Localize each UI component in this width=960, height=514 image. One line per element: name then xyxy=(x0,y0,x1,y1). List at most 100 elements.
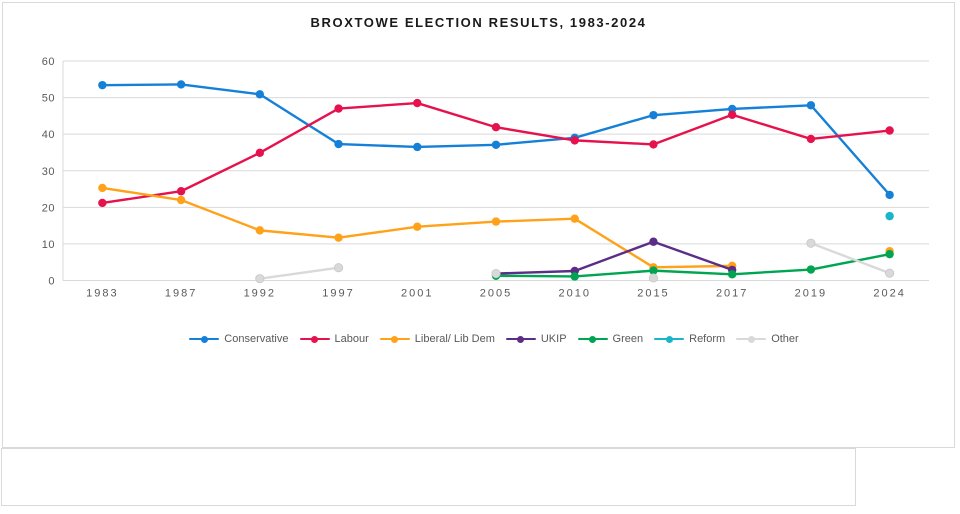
x-axis-label-2017: 2017 xyxy=(716,288,748,300)
series-line-liberal-lib-dem xyxy=(337,225,419,239)
worksheet-cell-block[interactable] xyxy=(1,448,856,506)
legend-item-reform[interactable]: Reform xyxy=(654,333,725,345)
x-axis-label-2019: 2019 xyxy=(795,288,827,300)
series-line-conservative xyxy=(730,104,813,111)
data-point-conservative-2024 xyxy=(885,190,894,200)
data-point-green-2010 xyxy=(570,272,579,281)
legend-item-ukip[interactable]: UKIP xyxy=(505,333,567,345)
data-point-liberal-lib-dem-1983 xyxy=(98,183,107,193)
legend-item-label: Reform xyxy=(689,333,726,345)
plot-area: 0 10 20 30 40 50 60 1983 1987 1992 1997 2001 2005 201… xyxy=(42,56,929,300)
series-line-labour xyxy=(573,139,655,146)
series-line-green xyxy=(652,269,734,276)
series-line-ukip xyxy=(652,240,734,272)
legend-line-dot-icon xyxy=(379,335,410,343)
data-point-conservative-2015 xyxy=(649,110,658,120)
series-line-other xyxy=(809,241,891,275)
x-axis-label-2005: 2005 xyxy=(480,288,512,300)
series-line-liberal-lib-dem xyxy=(573,217,655,269)
y-axis-label: 20 xyxy=(42,202,55,214)
y-axis-label: 60 xyxy=(42,56,55,68)
legend-item-labour[interactable]: Labour xyxy=(299,333,369,345)
data-point-conservative-2005 xyxy=(491,140,501,149)
data-point-labour-1992 xyxy=(255,148,265,158)
data-point-labour-2005 xyxy=(491,123,501,132)
series-line-green xyxy=(573,269,655,278)
series-line-conservative xyxy=(573,113,655,140)
legend-item-liberal-lib-dem[interactable]: Liberal/ Lib Dem xyxy=(379,333,495,345)
series-line-labour xyxy=(494,126,576,142)
data-point-labour-2017 xyxy=(727,110,737,119)
legend-item-green[interactable]: Green xyxy=(577,333,644,345)
data-point-other-1997 xyxy=(333,263,344,273)
data-point-conservative-1987 xyxy=(176,80,186,89)
x-axis-label-1997: 1997 xyxy=(322,288,354,300)
series-line-labour xyxy=(258,107,340,155)
series-line-conservative xyxy=(652,107,734,117)
data-point-liberal-lib-dem-2010 xyxy=(570,214,579,223)
data-point-labour-1997 xyxy=(334,104,343,113)
x-axis-label-2010: 2010 xyxy=(558,288,590,300)
legend-line-dot-icon xyxy=(736,335,767,343)
series-line-ukip xyxy=(494,269,576,275)
series-line-labour xyxy=(337,101,419,110)
data-point-liberal-lib-dem-1987 xyxy=(176,195,186,205)
x-axis-label-1983: 1983 xyxy=(86,288,118,300)
data-point-conservative-1997 xyxy=(334,139,343,149)
legend-line-dot-icon xyxy=(189,335,220,343)
series-line-liberal-lib-dem xyxy=(258,229,340,239)
x-axis-label-2024: 2024 xyxy=(873,288,905,300)
data-point-labour-2015 xyxy=(649,140,658,149)
data-point-other-2019 xyxy=(806,238,816,248)
x-axis-label-2015: 2015 xyxy=(637,288,669,300)
data-point-green-2015 xyxy=(649,266,658,275)
legend-line-dot-icon xyxy=(505,335,536,343)
legend-item-other[interactable]: Other xyxy=(736,333,799,345)
data-point-labour-2010 xyxy=(570,136,579,145)
legend-item-label: Labour xyxy=(334,333,369,345)
series-line-green xyxy=(809,252,891,271)
data-point-conservative-1983 xyxy=(98,80,107,90)
legend-item-conservative[interactable]: Conservative xyxy=(189,333,289,345)
legend-item-label: Liberal/ Lib Dem xyxy=(414,333,495,345)
series-line-conservative xyxy=(258,93,340,146)
chart-object[interactable]: BROXTOWE ELECTION RESULTS, 1983-2024 0 10… xyxy=(2,2,955,448)
data-point-conservative-2017 xyxy=(727,104,737,114)
series-line-labour xyxy=(730,113,813,141)
series-line-conservative xyxy=(416,143,498,149)
legend: Conservative Labour Liberal/ Lib Dem UKIP Gr… xyxy=(61,333,927,345)
y-axis-label: 10 xyxy=(42,239,55,251)
series-line-green xyxy=(494,274,576,278)
legend-item-label: UKIP xyxy=(540,333,567,345)
x-axis-label-2001: 2001 xyxy=(401,288,433,300)
series-line-conservative xyxy=(101,83,183,87)
x-axis-label-1992: 1992 xyxy=(244,288,276,300)
series-line-green xyxy=(730,268,813,276)
data-point-other-1992 xyxy=(255,274,265,284)
data-point-ukip-2015 xyxy=(649,237,658,246)
series-line-labour xyxy=(809,129,891,141)
legend-item-label: Green xyxy=(612,333,644,345)
series-line-labour xyxy=(101,190,183,205)
data-point-conservative-1992 xyxy=(255,90,265,99)
series-line-liberal-lib-dem xyxy=(179,198,262,232)
data-point-liberal-lib-dem-1997 xyxy=(334,233,343,242)
legend-line-dot-icon xyxy=(577,335,608,343)
x-axis-label-1987: 1987 xyxy=(165,288,197,300)
series-line-labour xyxy=(179,151,262,193)
legend-item-label: Conservative xyxy=(224,333,289,345)
y-axis-label: 50 xyxy=(42,93,55,105)
data-point-other-2005 xyxy=(491,268,501,279)
data-point-labour-2001 xyxy=(413,98,422,108)
series-line-conservative xyxy=(337,142,419,149)
series-line-liberal-lib-dem xyxy=(494,217,576,223)
data-point-labour-2024 xyxy=(885,126,894,135)
y-axis-label: 0 xyxy=(48,276,55,288)
y-axis-label: 30 xyxy=(42,166,55,178)
data-point-reform-2024 xyxy=(885,211,894,221)
data-point-conservative-2019 xyxy=(806,101,816,110)
data-point-labour-1987 xyxy=(176,187,186,196)
series-line-labour xyxy=(416,101,498,129)
data-point-other-2015 xyxy=(648,273,659,283)
data-point-liberal-lib-dem-2001 xyxy=(413,222,422,231)
